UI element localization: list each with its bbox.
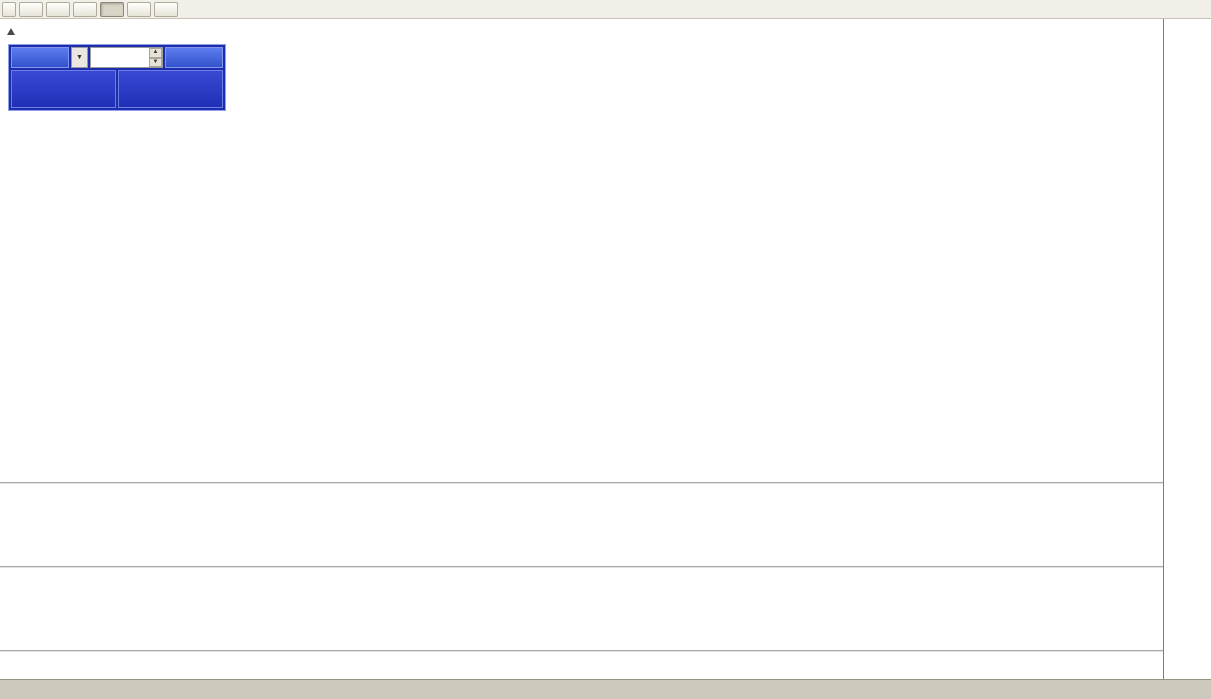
chart-title [19, 26, 39, 38]
pane-separator[interactable] [0, 482, 1163, 484]
timeframe-mn-button[interactable] [154, 1, 178, 17]
buy-button[interactable] [165, 47, 223, 68]
rsi-pane-canvas[interactable] [0, 568, 1163, 650]
chart-tab-bar [0, 679, 1211, 699]
macd-indicator-label [5, 488, 20, 499]
timeframe-d1-button[interactable] [100, 1, 124, 17]
volume-input[interactable]: ▲ ▼ [90, 47, 163, 68]
timeframe-h1-button[interactable] [46, 1, 70, 17]
sell-price-display[interactable] [11, 70, 116, 108]
timeframe-toolbar [0, 0, 1211, 19]
timeframe-m15-button[interactable] [2, 1, 16, 17]
volume-decrease-icon[interactable]: ▼ [149, 57, 162, 67]
one-click-panel-toggle-icon[interactable] [7, 28, 15, 35]
pane-separator[interactable] [0, 566, 1163, 568]
timeframe-w1-button[interactable] [127, 1, 151, 17]
price-scale[interactable] [1163, 19, 1211, 679]
one-click-trading-panel: ▼ ▲ ▼ [8, 44, 226, 111]
time-axis[interactable] [0, 652, 1163, 679]
macd-pane-canvas[interactable] [0, 484, 1163, 566]
pane-separator[interactable] [0, 650, 1163, 652]
chart-area: ▼ ▲ ▼ [0, 19, 1211, 679]
timeframe-m30-button[interactable] [19, 1, 43, 17]
volume-dropdown-icon[interactable]: ▼ [71, 47, 88, 68]
sell-button[interactable] [11, 47, 69, 68]
volume-increase-icon[interactable]: ▲ [149, 48, 162, 58]
rsi-indicator-label [5, 572, 15, 583]
buy-price-display[interactable] [118, 70, 223, 108]
timeframe-h4-button[interactable] [73, 1, 97, 17]
